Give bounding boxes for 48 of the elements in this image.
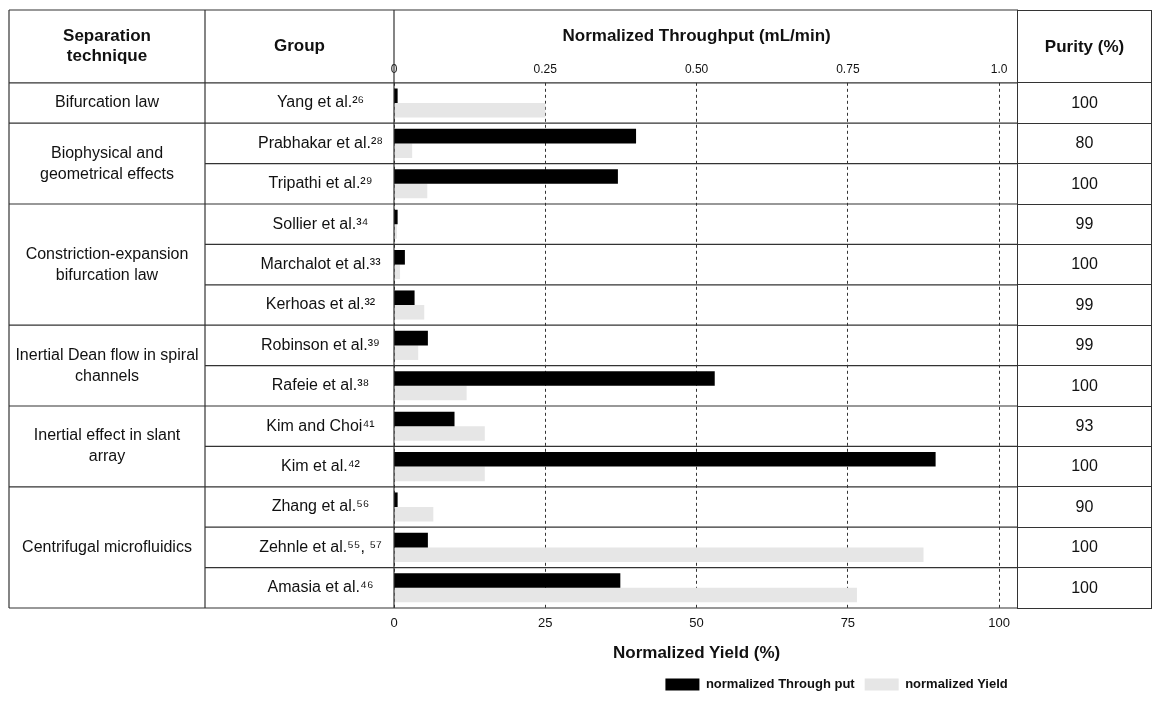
y-tick-label: Tripathi et al.²⁹ bbox=[268, 174, 373, 192]
legend-label: normalized Yield bbox=[905, 676, 1008, 692]
text: Purity (%) bbox=[1017, 10, 1152, 84]
x2-tick-label: 0.50 bbox=[684, 61, 709, 76]
text: 90 bbox=[1017, 486, 1152, 528]
y-tick-label: Robinson et al.³⁹ bbox=[261, 335, 380, 353]
x2-axis-title: Normalized Throughput (mL/min) bbox=[562, 25, 831, 45]
legend-label: normalized Through put bbox=[705, 676, 856, 692]
y-tick-label: Zehnle et al.⁵⁵, ⁵⁷ bbox=[259, 537, 383, 555]
y-tick-label: Kerhoas et al.³² bbox=[265, 295, 376, 313]
text: Constriction-expansion bifurcation law bbox=[25, 244, 189, 283]
y-tick-label: Kim and Choi⁴¹ bbox=[266, 416, 375, 434]
text: Biophysical and geometrical effects bbox=[40, 143, 174, 182]
x-tick-label: 75 bbox=[840, 615, 856, 631]
text: 100 bbox=[1017, 446, 1152, 488]
text: 100 bbox=[1017, 163, 1152, 205]
y-tick-label: Prabhakar et al.²⁸ bbox=[257, 133, 383, 151]
text: 100 bbox=[1017, 82, 1152, 124]
y-tick-label: Kim et al.⁴² bbox=[281, 457, 361, 475]
x2-tick-label: 0 bbox=[390, 61, 398, 76]
y-tick-label: Rafeie et al.³⁸ bbox=[271, 376, 370, 394]
text: Separation technique bbox=[63, 26, 151, 66]
y-tick-label: Sollier et al.³⁴ bbox=[272, 214, 369, 232]
text: Group bbox=[274, 36, 325, 56]
text: 80 bbox=[1017, 123, 1152, 165]
x2-tick-label: 0.25 bbox=[533, 61, 558, 76]
text: Inertial Dean flow in spiral channels bbox=[15, 345, 199, 384]
text: 93 bbox=[1017, 406, 1152, 447]
text: 99 bbox=[1017, 204, 1152, 245]
text: Centrifugal microfluidics bbox=[22, 537, 192, 555]
x2-tick-label: 1.0 bbox=[990, 61, 1008, 76]
x2-tick-label: 0.75 bbox=[836, 61, 860, 76]
y-tick-label: Marchalot et al.³³ bbox=[260, 255, 382, 273]
x-tick-label: 100 bbox=[988, 615, 1011, 631]
text: 99 bbox=[1017, 284, 1152, 326]
x-axis-title: Normalized Yield (%) bbox=[612, 643, 781, 663]
text: 100 bbox=[1017, 527, 1152, 569]
x-tick-label: 0 bbox=[390, 615, 398, 631]
text: Inertial effect in slant array bbox=[33, 426, 181, 465]
text: 100 bbox=[1017, 365, 1152, 407]
text: 99 bbox=[1017, 325, 1152, 367]
text: Bifurcation law bbox=[54, 93, 160, 111]
text: 100 bbox=[1017, 244, 1152, 286]
x-tick-label: 25 bbox=[538, 615, 553, 631]
y-tick-label: Yang et al.²⁶ bbox=[276, 93, 365, 111]
y-tick-label: Zhang et al.⁵⁶ bbox=[271, 497, 370, 515]
y-tick-label: Amasia et al.⁴⁶ bbox=[267, 578, 374, 596]
x-tick-label: 50 bbox=[689, 615, 704, 631]
